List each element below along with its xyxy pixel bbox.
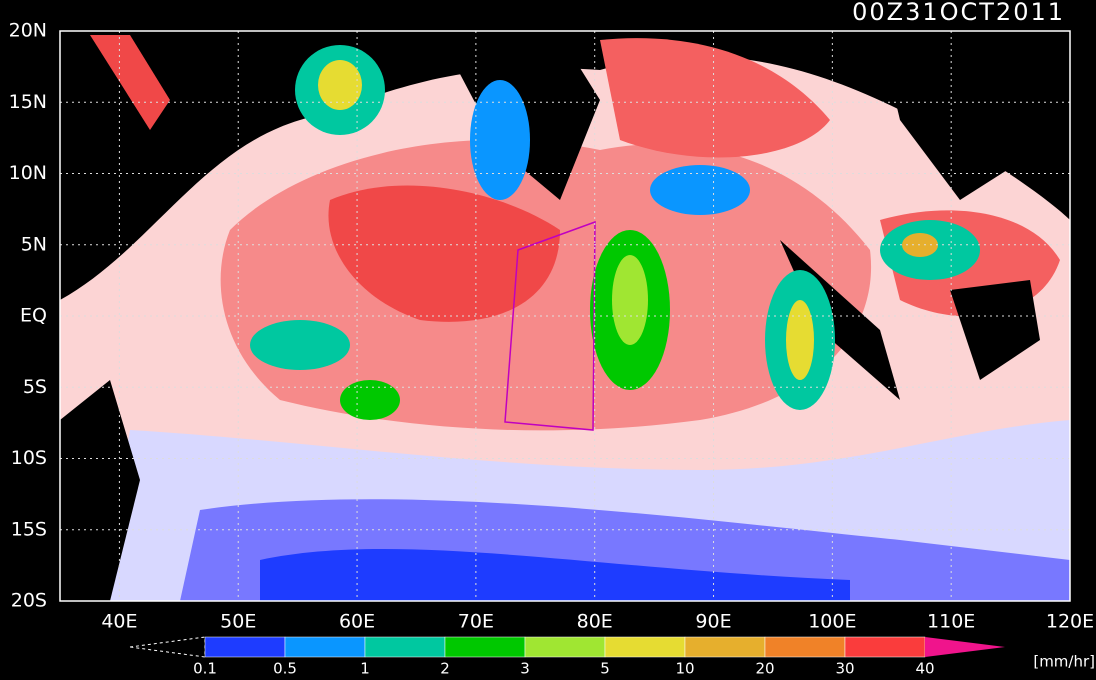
colorbar-swatch	[764, 636, 846, 658]
colorbar-unit: [mm/hr]	[1033, 653, 1095, 671]
colorbar-swatch	[844, 636, 926, 658]
colorbar-label: 20	[755, 660, 774, 678]
lon-label: 50E	[220, 611, 256, 633]
map-title: 00Z31OCT2011	[852, 0, 1065, 26]
lon-label: 60E	[339, 611, 375, 633]
lat-label: 15S	[11, 518, 47, 540]
colorbar-label: 2	[440, 660, 450, 678]
plot-frame	[59, 30, 1071, 602]
colorbar-label: 1	[360, 660, 370, 678]
colorbar-swatch	[604, 636, 686, 658]
colorbar-swatch	[204, 636, 286, 658]
colorbar-swatch	[364, 636, 446, 658]
colorbar-label: 0.5	[273, 660, 297, 678]
colorbar-swatch	[444, 636, 526, 658]
lat-label: 15N	[9, 91, 47, 113]
colorbar-label: 3	[520, 660, 530, 678]
lon-label: 40E	[101, 611, 137, 633]
colorbar-label: 30	[835, 660, 854, 678]
lat-label: 5S	[23, 376, 47, 398]
colorbar-over-arrow	[925, 637, 1005, 657]
lat-label: 20S	[11, 590, 47, 612]
lat-label: 10N	[9, 162, 47, 184]
lon-label: 100E	[808, 611, 856, 633]
lat-label: 10S	[11, 447, 47, 469]
colorbar-label: 40	[915, 660, 934, 678]
lon-label: 80E	[577, 611, 613, 633]
lon-label: 90E	[695, 611, 731, 633]
colorbar-label: 5	[600, 660, 610, 678]
colorbar-label: 10	[675, 660, 694, 678]
colorbar-swatch	[524, 636, 606, 658]
colorbar-label: 0.1	[193, 660, 217, 678]
colorbar: [mm/hr] 0.1 0.5 1 2 3 5 10 20 30 40	[129, 636, 1095, 678]
lat-label: EQ	[20, 305, 47, 327]
lon-label: 70E	[458, 611, 494, 633]
lat-label: 20N	[9, 20, 47, 42]
lon-label: 110E	[927, 611, 975, 633]
graticule	[60, 31, 1070, 601]
lat-label: 5N	[21, 233, 47, 255]
colorbar-swatch	[284, 636, 366, 658]
colorbar-swatch	[684, 636, 766, 658]
lon-label: 120E	[1046, 611, 1094, 633]
